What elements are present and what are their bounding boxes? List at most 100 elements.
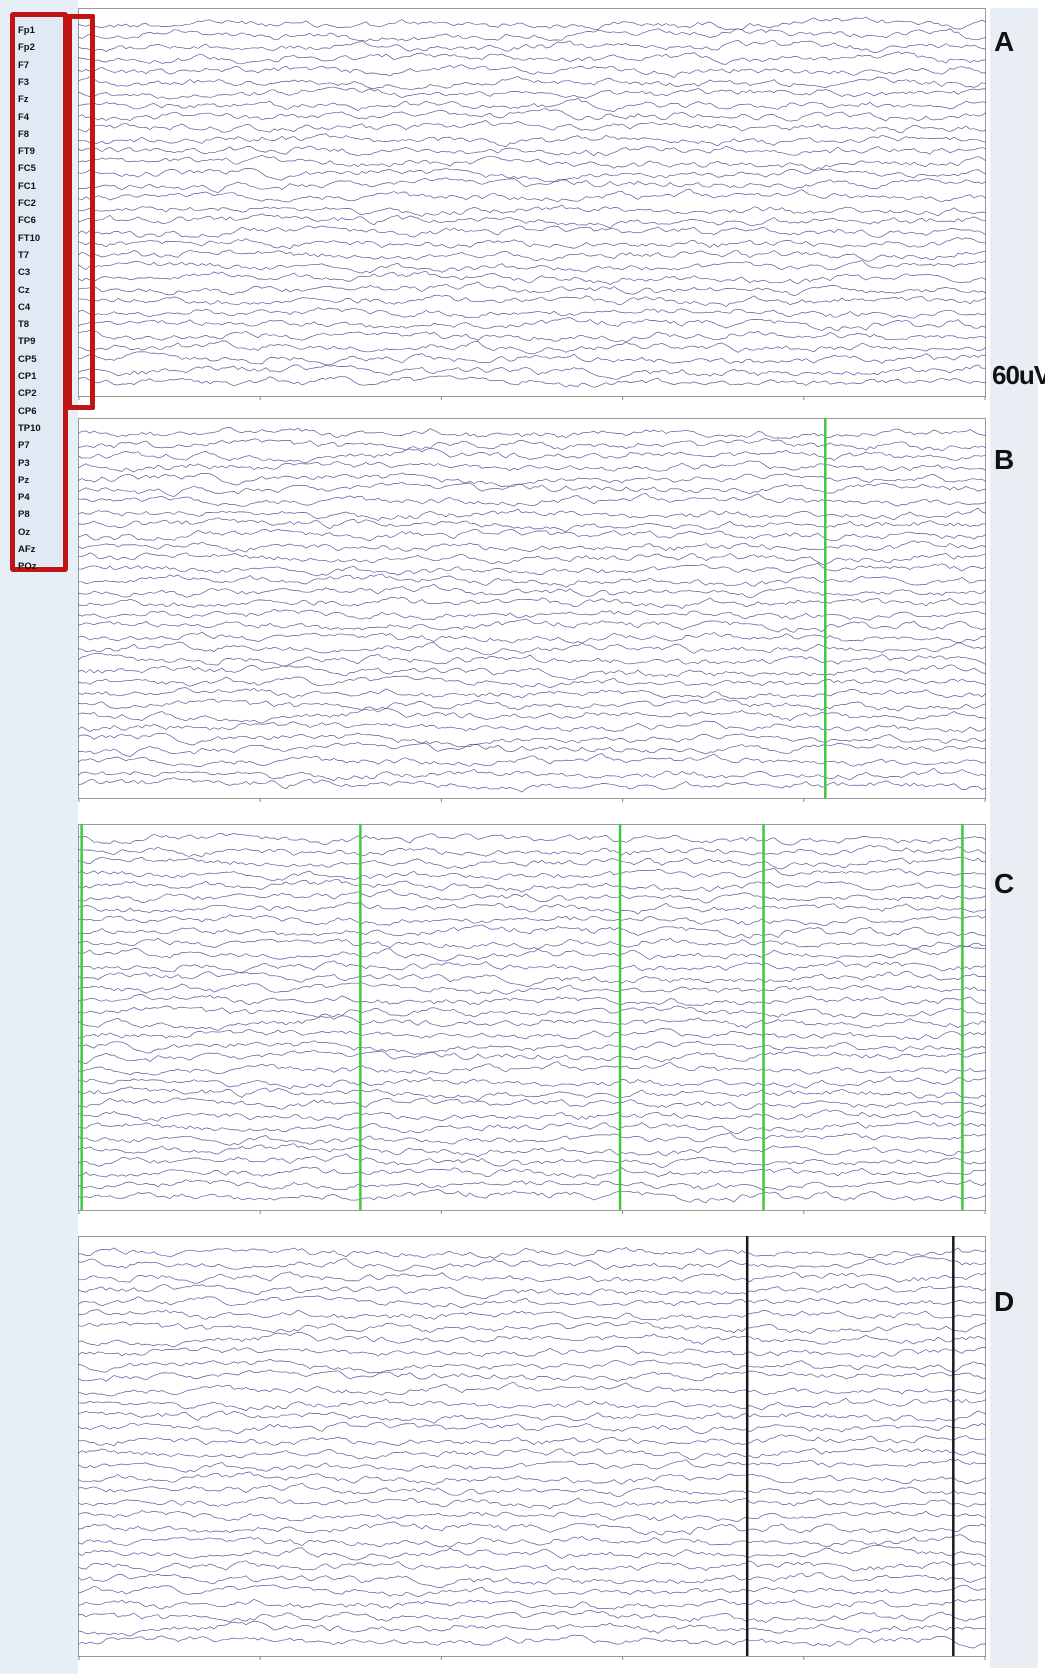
eeg-trace bbox=[78, 742, 986, 758]
eeg-traces-c bbox=[78, 824, 986, 1214]
eeg-trace bbox=[78, 1521, 986, 1536]
eeg-trace bbox=[78, 1309, 986, 1321]
eeg-trace bbox=[78, 653, 986, 667]
channel-label: CP5 bbox=[18, 353, 37, 365]
trace-start-highlight bbox=[67, 14, 95, 410]
channel-label: Pz bbox=[18, 474, 30, 486]
eeg-trace bbox=[78, 708, 986, 724]
eeg-trace bbox=[78, 481, 986, 497]
channel-label: AFz bbox=[18, 544, 36, 555]
eeg-trace bbox=[78, 281, 986, 296]
channel-label: TP9 bbox=[18, 336, 36, 348]
eeg-trace bbox=[78, 1132, 986, 1146]
eeg-trace bbox=[78, 225, 986, 238]
eeg-trace bbox=[78, 460, 986, 473]
eeg-trace bbox=[78, 294, 986, 308]
eeg-trace bbox=[78, 833, 986, 846]
channel-label: F3 bbox=[18, 76, 30, 88]
eeg-trace bbox=[78, 1471, 986, 1486]
eeg-trace bbox=[78, 1153, 986, 1168]
eeg-trace bbox=[78, 902, 986, 915]
eeg-trace bbox=[78, 1271, 986, 1284]
eeg-trace bbox=[78, 888, 986, 904]
eeg-trace bbox=[78, 1584, 986, 1597]
eeg-trace bbox=[78, 1086, 986, 1101]
eeg-trace bbox=[78, 1634, 986, 1649]
eeg-trace bbox=[78, 767, 986, 782]
panel-letter-c: C bbox=[994, 868, 1015, 899]
eeg-trace bbox=[78, 1560, 986, 1573]
channel-label: Fp1 bbox=[18, 25, 35, 36]
eeg-trace bbox=[78, 438, 986, 452]
eeg-trace bbox=[78, 946, 986, 962]
eeg-trace bbox=[78, 97, 986, 112]
channel-label: FC1 bbox=[18, 180, 36, 192]
panel-letter-b: B bbox=[994, 444, 1015, 475]
eeg-trace bbox=[78, 39, 986, 54]
eeg-trace bbox=[78, 1097, 986, 1110]
eeg-trace bbox=[78, 1189, 986, 1204]
eeg-trace bbox=[78, 562, 986, 577]
eeg-panel-d bbox=[78, 1236, 986, 1668]
eeg-trace bbox=[78, 119, 986, 134]
eeg-trace bbox=[78, 154, 986, 171]
eeg-trace bbox=[78, 540, 986, 553]
eeg-trace bbox=[78, 573, 986, 588]
eeg-trace bbox=[78, 1049, 986, 1065]
eeg-trace bbox=[78, 1510, 986, 1522]
eeg-trace bbox=[78, 271, 986, 286]
eeg-trace bbox=[78, 641, 986, 656]
eeg-trace bbox=[78, 307, 986, 319]
eeg-trace bbox=[78, 351, 986, 366]
eeg-trace bbox=[78, 237, 986, 250]
eeg-trace bbox=[78, 1434, 986, 1447]
eeg-trace bbox=[78, 167, 986, 183]
eeg-trace bbox=[78, 188, 986, 203]
eeg-trace bbox=[78, 340, 986, 355]
panel-letter-d: D bbox=[994, 1286, 1015, 1317]
eeg-trace bbox=[78, 1109, 986, 1122]
eeg-trace bbox=[78, 552, 986, 565]
eeg-trace bbox=[78, 1620, 986, 1637]
eeg-trace bbox=[78, 753, 986, 767]
eeg-trace bbox=[78, 28, 986, 42]
channel-label: F7 bbox=[18, 59, 30, 71]
eeg-trace bbox=[78, 1345, 986, 1358]
eeg-trace bbox=[78, 507, 986, 521]
eeg-trace bbox=[78, 1598, 986, 1610]
panel-frame bbox=[78, 824, 986, 1211]
eeg-trace bbox=[78, 472, 986, 487]
channel-label: F4 bbox=[18, 111, 30, 123]
eeg-trace bbox=[78, 1061, 986, 1076]
eeg-traces-a bbox=[78, 8, 986, 400]
eeg-panel-b bbox=[78, 418, 986, 810]
eeg-trace bbox=[78, 1040, 986, 1055]
eeg-trace bbox=[78, 982, 986, 995]
eeg-trace bbox=[78, 698, 986, 712]
eeg-trace bbox=[78, 608, 986, 621]
eeg-trace bbox=[78, 447, 986, 464]
channel-label: CP6 bbox=[18, 405, 37, 417]
channel-label: Oz bbox=[18, 526, 31, 538]
channel-label: Cz bbox=[18, 284, 30, 296]
eeg-trace bbox=[78, 1410, 986, 1424]
channel-label: P3 bbox=[18, 457, 30, 469]
eeg-trace bbox=[78, 1076, 986, 1090]
eeg-trace bbox=[78, 1459, 986, 1473]
channel-label: CP2 bbox=[18, 388, 37, 400]
eeg-trace bbox=[78, 1143, 986, 1158]
eeg-trace bbox=[78, 64, 986, 79]
eeg-trace bbox=[78, 133, 986, 148]
eeg-trace bbox=[78, 1015, 986, 1031]
eeg-trace bbox=[78, 375, 986, 388]
eeg-traces-d bbox=[78, 1236, 986, 1660]
channel-label: Fp2 bbox=[18, 42, 35, 54]
eeg-trace bbox=[78, 108, 986, 122]
eeg-trace bbox=[78, 1179, 986, 1191]
eeg-trace bbox=[78, 529, 986, 542]
eeg-trace bbox=[78, 1166, 986, 1180]
panel-frame bbox=[78, 8, 986, 397]
eeg-trace bbox=[78, 1497, 986, 1510]
panel-frame bbox=[78, 418, 986, 799]
eeg-trace bbox=[78, 1609, 986, 1623]
